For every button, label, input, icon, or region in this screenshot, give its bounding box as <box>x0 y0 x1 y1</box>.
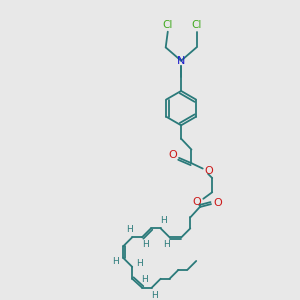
Text: H: H <box>152 291 158 300</box>
Text: O: O <box>168 150 177 160</box>
Text: H: H <box>136 259 143 268</box>
Text: Cl: Cl <box>163 20 173 30</box>
Text: O: O <box>204 166 213 176</box>
Text: H: H <box>163 240 170 249</box>
Text: O: O <box>213 198 222 208</box>
Text: H: H <box>126 225 132 234</box>
Text: H: H <box>160 216 167 225</box>
Text: H: H <box>112 257 119 266</box>
Text: H: H <box>142 275 148 284</box>
Text: N: N <box>177 56 185 66</box>
Text: O: O <box>192 197 201 207</box>
Text: Cl: Cl <box>191 20 202 30</box>
Text: H: H <box>142 240 148 249</box>
